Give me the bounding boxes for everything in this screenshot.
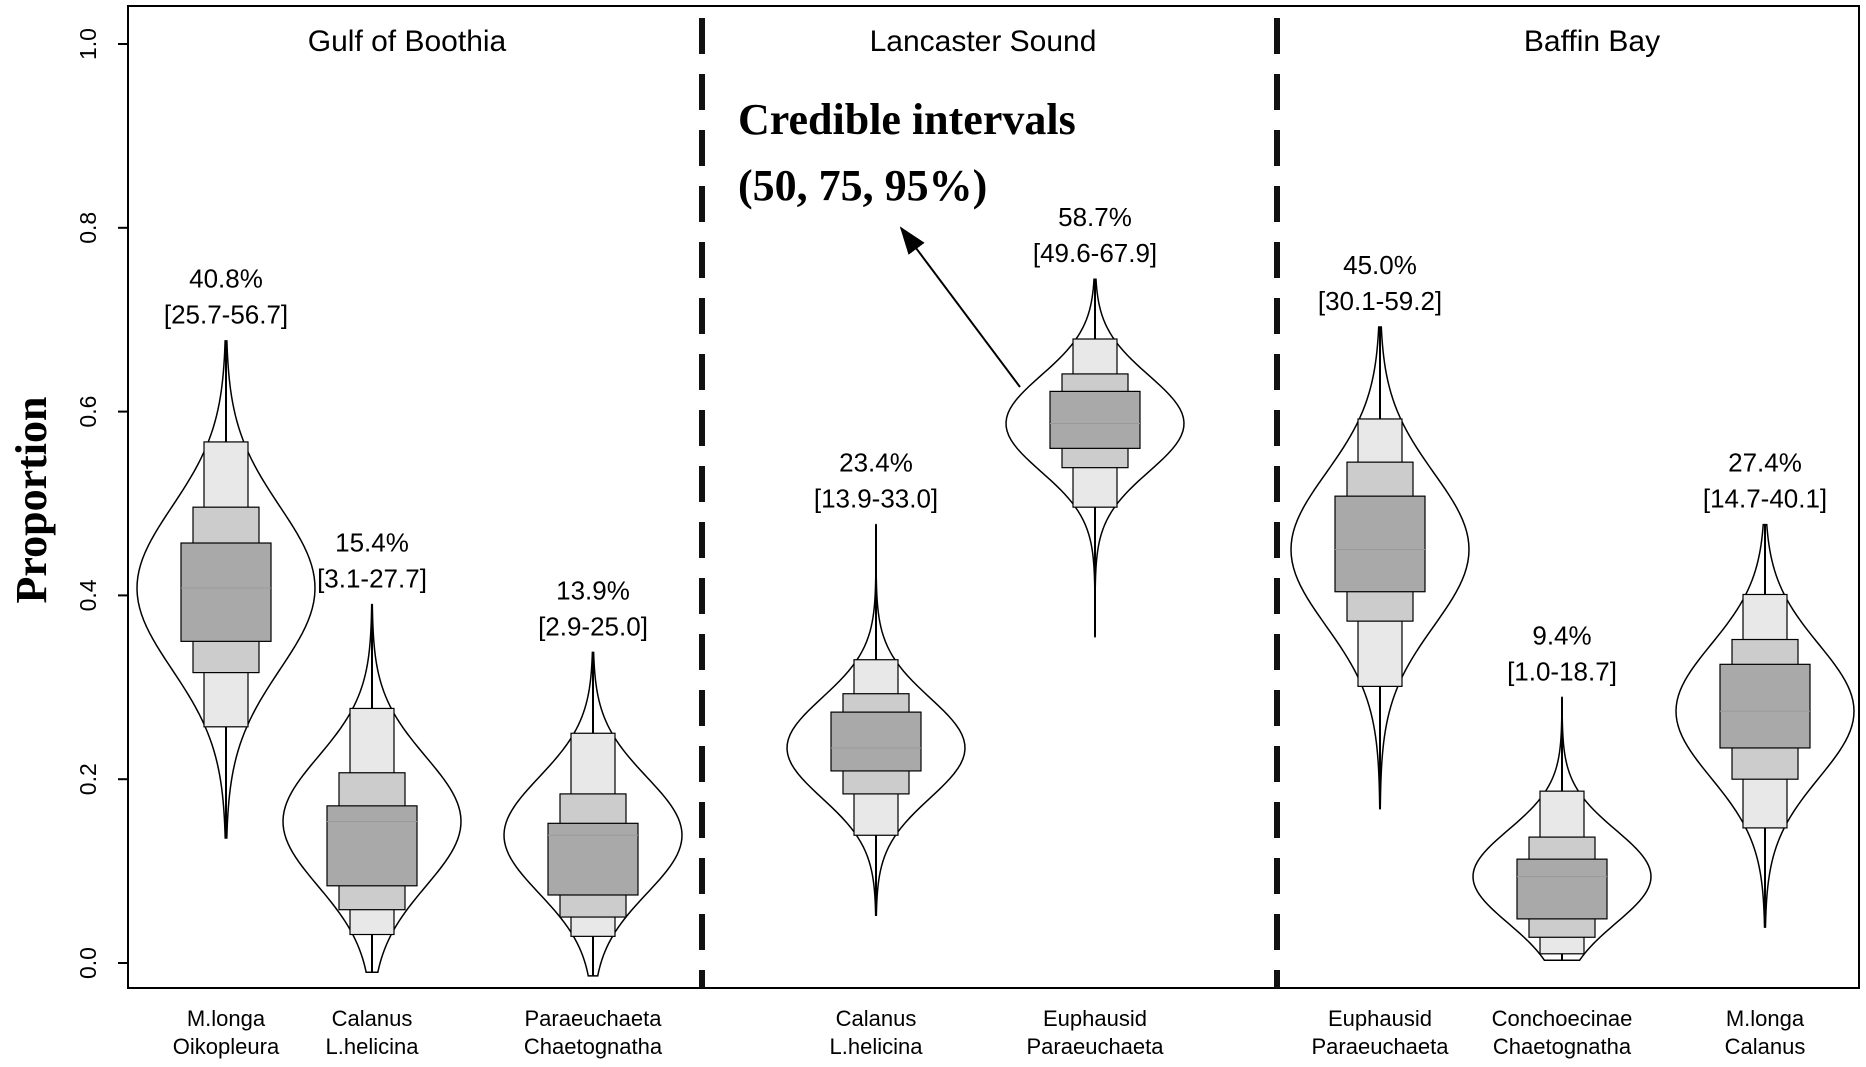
y-tick-label: 0.4	[75, 579, 101, 611]
interval-label: [2.9-25.0]	[538, 611, 648, 641]
x-category-label: Paraeuchaeta	[1027, 1034, 1165, 1059]
y-tick-label: 0.8	[75, 212, 101, 244]
ci50-box	[1516, 858, 1608, 920]
ci50-box	[1334, 495, 1426, 593]
median-label: 58.7%	[1058, 202, 1132, 232]
interval-label: [49.6-67.9]	[1033, 238, 1157, 268]
median-label: 45.0%	[1343, 250, 1417, 280]
x-category-label: Chaetognatha	[1493, 1034, 1632, 1059]
ci50-box	[1719, 663, 1811, 749]
x-category-label: Calanus	[836, 1006, 917, 1031]
group-title: Gulf of Boothia	[308, 25, 507, 58]
x-category-label: Calanus	[332, 1006, 413, 1031]
x-category-label: Euphausid	[1043, 1006, 1147, 1031]
y-tick-label: 0.2	[75, 763, 101, 795]
y-tick-label: 1.0	[75, 28, 101, 60]
ci50-box	[1049, 390, 1141, 449]
interval-label: [1.0-18.7]	[1507, 656, 1617, 686]
ci50-box	[326, 805, 418, 887]
x-category-label: L.helicina	[830, 1034, 924, 1059]
interval-label: [13.9-33.0]	[814, 484, 938, 514]
ci50-box	[180, 542, 272, 642]
median-label: 15.4%	[335, 527, 409, 557]
median-label: 9.4%	[1532, 620, 1591, 650]
median-label: 13.9%	[556, 575, 630, 605]
group-title: Lancaster Sound	[870, 25, 1097, 58]
annotation-arrow	[899, 226, 1021, 388]
group-title: Baffin Bay	[1524, 25, 1660, 58]
x-category-label: M.longa	[1726, 1006, 1805, 1031]
annotation: (50, 75, 95%)	[738, 161, 987, 210]
y-tick-label: 0.6	[75, 396, 101, 428]
x-category-label: Calanus	[1725, 1034, 1806, 1059]
median-label: 40.8%	[189, 264, 263, 294]
violin-outline	[1290, 326, 1470, 810]
median-label: 23.4%	[839, 448, 913, 478]
x-category-label: Chaetognatha	[524, 1034, 663, 1059]
interval-label: [30.1-59.2]	[1318, 286, 1442, 316]
ci50-box	[547, 822, 639, 896]
x-category-label: Paraeuchaeta	[525, 1006, 663, 1031]
interval-label: [14.7-40.1]	[1703, 484, 1827, 514]
x-category-label: Conchoecinae	[1492, 1006, 1633, 1031]
x-category-label: Paraeuchaeta	[1312, 1034, 1450, 1059]
median-label: 27.4%	[1728, 448, 1802, 478]
x-category-label: Euphausid	[1328, 1006, 1432, 1031]
x-category-label: L.helicina	[326, 1034, 420, 1059]
x-category-label: Oikopleura	[173, 1034, 280, 1059]
annotation: Credible intervals	[738, 95, 1076, 144]
y-axis-label: Proportion	[7, 397, 56, 604]
interval-label: [25.7-56.7]	[164, 300, 288, 330]
y-tick-label: 0.0	[75, 947, 101, 979]
violin-outline	[1675, 523, 1855, 928]
plot-frame	[127, 5, 1860, 989]
x-category-label: M.longa	[187, 1006, 266, 1031]
ci50-box	[830, 711, 922, 772]
interval-label: [3.1-27.7]	[317, 563, 427, 593]
